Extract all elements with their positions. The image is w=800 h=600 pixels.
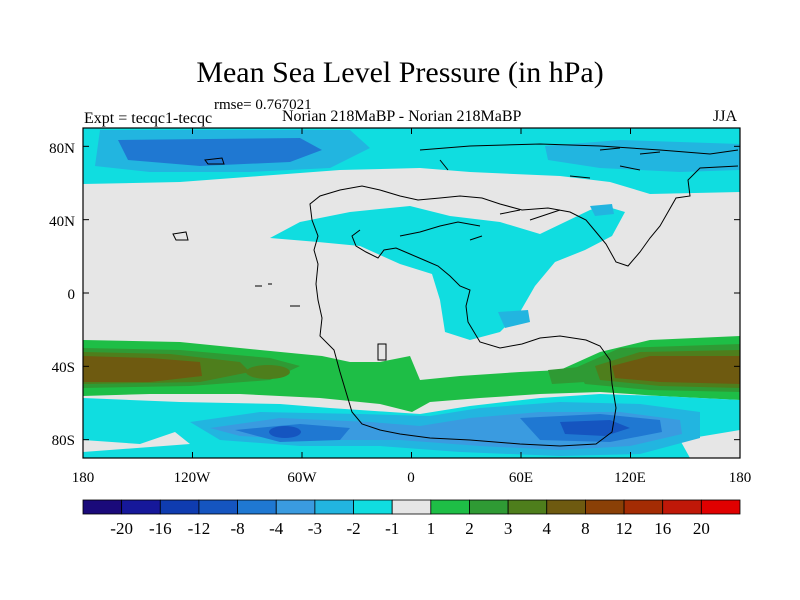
x-tick-label: 120W [174, 470, 212, 486]
colorbar-swatch [585, 499, 625, 515]
colorbar-label: -1 [385, 519, 399, 538]
colorbar-label: 16 [654, 519, 671, 538]
colorbar-swatch [237, 499, 277, 515]
y-tick-label: 40S [52, 360, 75, 376]
colorbar-swatch [353, 499, 393, 515]
x-tick-label: 60E [509, 470, 533, 486]
y-tick-label: 80N [49, 141, 75, 157]
colorbar-label: 4 [543, 519, 552, 538]
colorbar-label: 2 [465, 519, 474, 538]
x-tick-label: 180 [72, 470, 95, 486]
small-island-2 [204, 157, 225, 165]
coastlines [172, 143, 739, 447]
small-island-4 [439, 147, 661, 171]
south-gray-lower [83, 432, 190, 452]
colorbar-swatch [700, 499, 741, 515]
colorbar-swatch [121, 499, 161, 515]
north-east-band [545, 140, 740, 172]
colorbar-labels: -20 -16 -12 -8 -4 -3 -2 -1 1 2 3 4 8 12 16 20 [110, 519, 710, 538]
colorbar-swatch [82, 499, 123, 515]
small-island-5 [255, 283, 300, 307]
experiment-label: Expt = tecqc1-tecqc [84, 110, 213, 127]
y-axis: 80N 40N 0 40S 80S [49, 141, 75, 449]
colorbar-label: -2 [346, 519, 360, 538]
pressure-field [83, 128, 740, 458]
north-low-core [118, 138, 322, 166]
small-island-6 [569, 165, 641, 179]
colorbar-label: 8 [581, 519, 590, 538]
colorbar-label: -16 [149, 519, 172, 538]
runs-label: Norian 218MaBP - Norian 218MaBP [282, 108, 522, 125]
colorbar [82, 499, 741, 515]
colorbar-label: -12 [188, 519, 211, 538]
season-label: JJA [713, 108, 738, 125]
colorbar-swatch [314, 499, 354, 515]
colorbar-label: 1 [427, 519, 436, 538]
small-island-1 [172, 231, 189, 241]
x-tick-label: 120E [614, 470, 646, 486]
plot-title: Mean Sea Level Pressure (in hPa) [196, 56, 604, 89]
colorbar-swatch [391, 499, 432, 515]
south-olive-spot [246, 365, 290, 379]
colorbar-label: 20 [693, 519, 710, 538]
south-minus8-west [269, 426, 301, 438]
axis-ticks [82, 128, 741, 458]
tethys-islands [399, 209, 561, 241]
small-island-3 [377, 343, 387, 361]
colorbar-swatch [430, 499, 470, 515]
pangea-coastline [309, 143, 739, 447]
tropical-minus2b [590, 204, 614, 216]
colorbar-swatch [469, 499, 509, 515]
colorbar-swatch [546, 499, 586, 515]
colorbar-label: -3 [308, 519, 322, 538]
south-green-band [83, 336, 740, 412]
y-tick-label: 80S [52, 433, 75, 449]
x-tick-label: 0 [407, 470, 415, 486]
colorbar-swatch [198, 499, 238, 515]
tropical-cyan [270, 206, 625, 340]
south-brown-east [612, 356, 740, 384]
x-axis: 180 120W 60W 0 60E 120E 180 [72, 470, 752, 486]
colorbar-label: 12 [616, 519, 633, 538]
colorbar-swatch [275, 499, 316, 515]
colorbar-swatch [662, 499, 702, 515]
colorbar-swatch [507, 499, 548, 515]
colorbar-label: -8 [231, 519, 245, 538]
colorbar-label: 3 [504, 519, 513, 538]
y-tick-label: 0 [68, 287, 76, 303]
south-green-spot [548, 366, 590, 384]
colorbar-label: -20 [110, 519, 133, 538]
colorbar-swatch [623, 499, 664, 515]
colorbar-swatch [159, 499, 200, 515]
tropical-minus2 [498, 310, 530, 328]
south-gray-lower-east [680, 430, 740, 458]
rmse-label: rmse= 0.767021 [214, 97, 312, 113]
x-tick-label: 180 [729, 470, 752, 486]
x-tick-label: 60W [287, 470, 317, 486]
colorbar-label: -4 [269, 519, 284, 538]
y-tick-label: 40N [49, 214, 75, 230]
south-brown-west [83, 356, 202, 382]
